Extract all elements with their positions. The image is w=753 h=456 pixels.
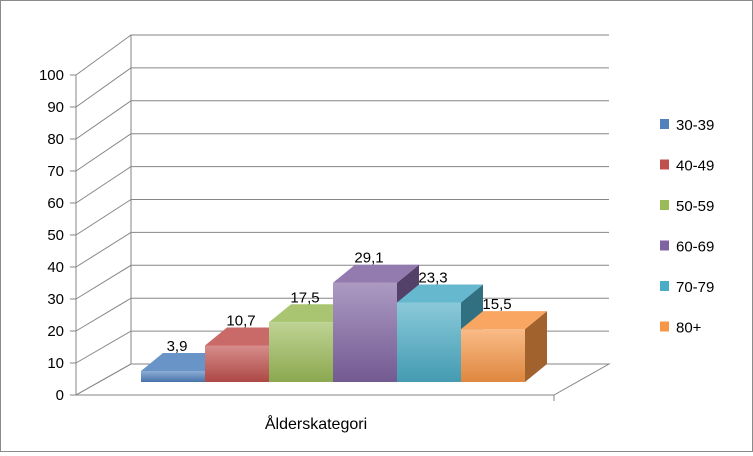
- gridline: [75, 199, 609, 236]
- y-tick-label: 50: [47, 227, 64, 244]
- legend-item-80+: 80+: [660, 320, 702, 337]
- legend-item-40-49: 40-49: [660, 158, 714, 175]
- legend-swatch: [660, 159, 669, 170]
- legend-label: 30-39: [676, 117, 714, 134]
- legend: 30-39 40-49 50-59 60-69 70-79 80+: [660, 117, 714, 337]
- y-tick-label: 80: [47, 131, 64, 148]
- x-axis-label: Ålderskategori: [265, 414, 367, 433]
- gridline: [75, 231, 609, 268]
- bar-top: [461, 311, 547, 330]
- legend-label: 70-79: [676, 279, 714, 296]
- bar-front: [397, 302, 461, 382]
- bar-front: [461, 329, 525, 382]
- legend-swatch: [660, 240, 669, 251]
- bar-top: [333, 264, 419, 283]
- grid-lines: [74, 34, 611, 396]
- gridline: [75, 34, 609, 76]
- gridline: [75, 133, 609, 172]
- y-axis: 0 10 20 30 40 50 60 70 80 90 100: [39, 67, 555, 404]
- legend-swatch: [660, 321, 669, 332]
- y-tick-label: 40: [47, 259, 64, 276]
- data-labels: 3,9 10,7 17,5 29,1 23,3 15,5: [167, 250, 512, 355]
- data-label-80+: 15,5: [482, 296, 511, 313]
- bar-side: [525, 311, 547, 382]
- y-tick-label: 90: [47, 99, 64, 116]
- legend-label: 80+: [676, 320, 702, 337]
- legend-item-70-79: 70-79: [660, 279, 714, 296]
- floor: [74, 363, 611, 396]
- bar-top: [397, 284, 483, 303]
- legend-swatch: [660, 119, 669, 129]
- bar-front: [141, 371, 205, 382]
- y-tick-label: 0: [56, 387, 64, 404]
- y-tick-label: 60: [47, 195, 64, 212]
- y-tick-label: 20: [47, 323, 64, 340]
- y-tick-label: 10: [47, 355, 64, 372]
- bar-front: [205, 345, 269, 382]
- legend-item-30-39: 30-39: [660, 117, 714, 134]
- legend-swatch: [660, 281, 669, 291]
- bar-front: [333, 282, 397, 382]
- bar-front: [269, 322, 333, 382]
- bars: [141, 264, 547, 382]
- legend-label: 60-69: [676, 239, 714, 256]
- legend-label: 40-49: [676, 158, 714, 175]
- legend-item-50-59: 50-59: [660, 198, 714, 215]
- y-tick-label: 100: [39, 67, 64, 84]
- bar-80+: [461, 311, 547, 382]
- data-label-40-49: 10,7: [226, 312, 255, 329]
- data-label-30-39: 3,9: [167, 338, 188, 355]
- y-tick-label: 30: [47, 291, 64, 308]
- legend-label: 50-59: [676, 198, 714, 215]
- data-label-70-79: 23,3: [418, 269, 447, 286]
- data-label-60-69: 29,1: [354, 250, 383, 267]
- legend-item-60-69: 60-69: [660, 239, 714, 256]
- y-tick-label: 70: [47, 163, 64, 180]
- gridline: [75, 166, 609, 204]
- legend-swatch: [660, 200, 669, 210]
- data-label-50-59: 17,5: [290, 289, 319, 306]
